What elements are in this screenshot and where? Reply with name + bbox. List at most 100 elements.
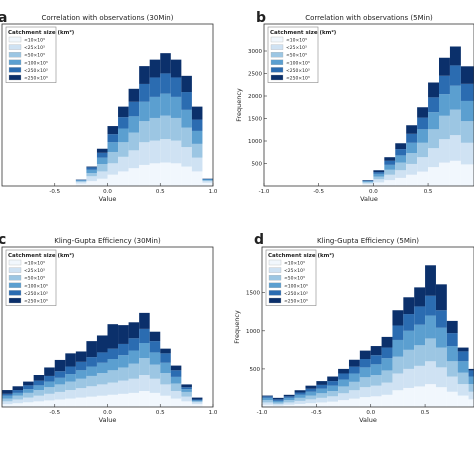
- histogram-bar: [362, 181, 374, 183]
- histogram-bar: [283, 397, 295, 401]
- histogram-bar: [75, 388, 87, 398]
- histogram-bar: [12, 390, 24, 393]
- histogram-bar: [170, 370, 182, 377]
- histogram-bar: [170, 117, 182, 141]
- x-tick-label: 0.0: [103, 189, 112, 195]
- histogram-bar: [160, 395, 171, 407]
- x-axis-label: Value: [99, 416, 117, 424]
- histogram-bar: [118, 117, 129, 129]
- panel-a: a Correlation with observations (30Min) -0…: [0, 10, 218, 203]
- histogram-bar: [139, 142, 150, 165]
- histogram-bar: [370, 396, 382, 407]
- legend-entry: <10×10³: [24, 261, 45, 267]
- histogram-bar: [65, 398, 76, 407]
- histogram-bar: [202, 181, 213, 183]
- panel-c: c Kling-Gupta Efficiency (30Min) -0.5 0.0 0.…: [0, 232, 218, 424]
- histogram-bar: [283, 404, 295, 407]
- x-tick-label: 1.0: [209, 189, 218, 195]
- histogram-bar: [139, 391, 150, 407]
- histogram-bar: [181, 109, 192, 128]
- legend-title: Catchment size (km²): [8, 252, 75, 259]
- histogram-bar: [414, 386, 426, 407]
- histogram-bar: [417, 171, 429, 186]
- chart-title: Correlation with observations (5Min): [305, 14, 433, 22]
- histogram-bar: [139, 328, 150, 343]
- histogram-bar: [54, 391, 66, 400]
- histogram-bar: [149, 163, 161, 186]
- histogram-bar: [395, 149, 407, 156]
- histogram-bar: [23, 397, 34, 403]
- legend-entry: <25×10³: [284, 268, 305, 274]
- histogram-bar: [191, 401, 203, 403]
- legend-swatch: [8, 275, 22, 281]
- histogram-bar: [457, 347, 469, 352]
- histogram-bar: [435, 367, 447, 388]
- histogram-bar: [191, 171, 203, 186]
- histogram-bar: [294, 392, 306, 395]
- histogram-bar: [439, 115, 450, 140]
- histogram-bar: [139, 121, 150, 143]
- histogram-bar: [2, 398, 13, 402]
- histogram-bar: [373, 172, 385, 174]
- x-tick-label: -1.0: [257, 410, 268, 416]
- histogram-bar: [460, 142, 474, 165]
- histogram-bar: [86, 166, 97, 168]
- histogram-bar: [316, 381, 328, 385]
- histogram-bar: [191, 157, 203, 172]
- histogram-bar: [435, 327, 447, 348]
- histogram-bar: [86, 357, 97, 367]
- histogram-bar: [392, 356, 404, 374]
- histogram-bar: [468, 391, 474, 400]
- histogram-bar: [54, 371, 66, 378]
- histogram-bar: [348, 359, 360, 367]
- histogram-bar: [23, 389, 34, 393]
- histogram-bar: [75, 378, 87, 389]
- histogram-bar: [2, 404, 13, 407]
- legend-swatch: [270, 36, 284, 43]
- histogram-bar: [202, 179, 213, 181]
- histogram-bar: [107, 134, 119, 143]
- histogram-bar: [446, 346, 458, 362]
- histogram-bar: [160, 73, 171, 94]
- histogram-bar: [86, 167, 97, 170]
- histogram-bar: [139, 164, 150, 186]
- histogram-bar: [107, 370, 119, 383]
- x-tick-label: 0.5: [156, 189, 165, 195]
- y-tick-label: 2000: [248, 94, 262, 100]
- histogram-bar: [403, 314, 415, 331]
- y-tick-label: 3000: [248, 49, 262, 55]
- histogram-bar: [373, 173, 385, 177]
- histogram-bar: [392, 325, 404, 340]
- histogram-bar: [170, 96, 182, 118]
- histogram-bar: [118, 393, 129, 407]
- histogram-bar: [327, 391, 339, 397]
- histogram-bar: [283, 400, 295, 403]
- legend-entry: <10×10³: [24, 38, 45, 44]
- histogram-bar: [468, 384, 474, 392]
- histogram-bar: [384, 180, 396, 186]
- histogram-bar: [381, 370, 393, 383]
- histogram-bar: [44, 367, 55, 376]
- histogram-bar: [348, 373, 360, 382]
- histogram-bar: [181, 166, 192, 186]
- histogram-bar: [86, 181, 97, 186]
- histogram-bar: [373, 176, 385, 180]
- histogram-bar: [160, 162, 171, 186]
- histogram-bar: [107, 394, 119, 407]
- histogram-bar: [417, 129, 429, 143]
- histogram-bar: [44, 393, 55, 401]
- histogram-bar: [370, 346, 382, 356]
- histogram-bar: [449, 160, 461, 186]
- histogram-bar: [425, 361, 436, 385]
- histogram-bar: [457, 384, 469, 396]
- histogram-bar: [439, 162, 450, 186]
- histogram-bar: [338, 400, 349, 407]
- histogram-bar: [449, 109, 461, 136]
- histogram-bar: [460, 83, 474, 101]
- histogram-bar: [75, 180, 87, 182]
- histogram-bar: [96, 384, 108, 396]
- histogram-bar: [128, 378, 140, 393]
- y-tick-label: 1500: [246, 291, 260, 297]
- histogram-bar: [428, 97, 439, 113]
- histogram-bar: [118, 380, 129, 394]
